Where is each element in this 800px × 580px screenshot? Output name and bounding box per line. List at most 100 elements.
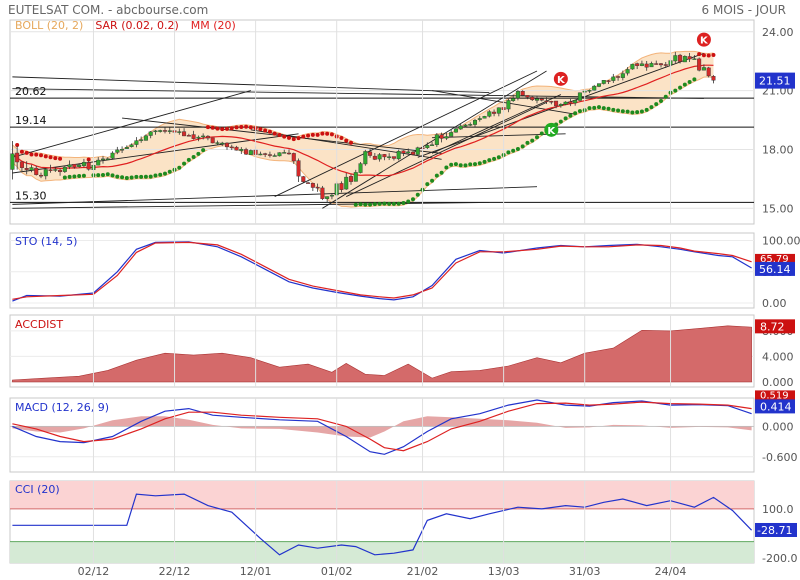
trendline — [322, 70, 547, 209]
sar-dot — [449, 162, 454, 167]
sar-dot — [234, 125, 239, 130]
candle-body — [62, 166, 67, 172]
candle-body — [620, 73, 625, 78]
sar-dot — [377, 201, 382, 206]
sar-dot — [358, 202, 363, 207]
sar-dot — [139, 174, 144, 179]
candle-body — [387, 156, 392, 158]
candle-body — [120, 149, 125, 151]
sar-dot — [67, 174, 72, 179]
candle-body — [272, 155, 277, 157]
candle-body — [434, 134, 439, 145]
sar-dot — [444, 165, 449, 170]
sar-dot — [539, 131, 544, 136]
candle-body — [81, 162, 86, 166]
sar-dot — [458, 163, 463, 168]
candle-body — [706, 67, 711, 77]
candle-body — [277, 152, 282, 157]
candle-body — [329, 194, 334, 197]
candle-body — [644, 63, 649, 68]
candle-body — [39, 174, 44, 177]
x-tick-label: 13/03 — [488, 565, 520, 578]
sto-line — [12, 241, 752, 300]
candle-body — [220, 142, 225, 145]
cci-label: CCI (20) — [15, 483, 60, 496]
sar-dot — [506, 150, 511, 155]
chart-title: EUTELSAT COM. - abcbourse.com — [8, 3, 208, 17]
sar-dot — [182, 161, 187, 166]
candle-body — [692, 58, 697, 60]
candle-body — [186, 135, 191, 137]
candle-body — [263, 153, 268, 155]
sar-dot — [692, 77, 697, 82]
candle-body — [96, 159, 101, 166]
sar-dot — [196, 151, 201, 156]
candle-body — [430, 144, 435, 146]
candle-body — [625, 69, 630, 74]
sar-dot — [248, 125, 253, 130]
sar-dot — [473, 162, 477, 167]
candle-body — [67, 164, 72, 168]
sar-dot — [439, 170, 444, 175]
candle-body — [487, 111, 492, 117]
sar-dot — [511, 148, 516, 153]
bollinger-upper-line — [12, 50, 714, 159]
candle-body — [372, 155, 377, 160]
candle-body — [568, 101, 573, 104]
sar-dot — [62, 175, 67, 180]
candle-body — [248, 150, 253, 155]
sar-dot — [210, 125, 215, 130]
candle-body — [282, 152, 287, 154]
candle-body — [506, 100, 511, 110]
sar-dot — [434, 173, 439, 178]
sar-dot — [263, 128, 268, 133]
sar-dot — [272, 131, 277, 136]
support-level-label: 19.14 — [15, 114, 47, 127]
sar-dot — [143, 174, 148, 179]
candle-body — [315, 186, 320, 189]
candle-body — [100, 158, 105, 161]
sar-dot — [77, 174, 82, 179]
candle-body — [148, 131, 153, 136]
sar-dot — [639, 109, 644, 114]
candle-body — [363, 151, 368, 165]
sar-dot — [558, 119, 563, 124]
sar-dot — [339, 135, 344, 140]
candle-body — [229, 146, 234, 149]
sar-dot — [530, 138, 535, 143]
sar-dot — [616, 108, 621, 113]
sar-dot — [58, 156, 63, 161]
sar-dot — [396, 201, 401, 206]
candle-body — [134, 140, 139, 145]
candle-body — [53, 169, 58, 171]
sar-dot — [515, 146, 520, 151]
candle-body — [496, 107, 501, 114]
candle-body — [544, 100, 549, 103]
candle-body — [296, 160, 301, 177]
candle-body — [468, 124, 473, 126]
sar-dot — [592, 105, 597, 110]
candle-body — [191, 134, 196, 139]
candle-body — [449, 132, 454, 137]
candle-body — [396, 151, 401, 160]
candle-body — [477, 118, 482, 120]
candle-body — [234, 146, 239, 151]
sar-dot — [563, 116, 568, 121]
sar-dot — [53, 156, 58, 161]
sar-dot — [659, 98, 663, 103]
candle-body — [654, 63, 659, 65]
sar-dot — [654, 102, 659, 107]
trendline — [12, 76, 490, 94]
support-level-label: 15.30 — [15, 189, 47, 202]
sar-dot — [177, 165, 182, 170]
sar-dot — [115, 174, 120, 179]
sar-dot — [635, 110, 640, 115]
candle-body — [353, 172, 358, 182]
sar-dot — [158, 172, 163, 177]
support-level-label: 20.62 — [15, 85, 47, 98]
candle-body — [492, 111, 497, 114]
period-label: 6 MOIS - JOUR — [701, 3, 786, 17]
price-tick-label: 24.00 — [762, 26, 794, 39]
candle-body — [115, 149, 120, 153]
cci-oversold-zone — [10, 541, 754, 563]
